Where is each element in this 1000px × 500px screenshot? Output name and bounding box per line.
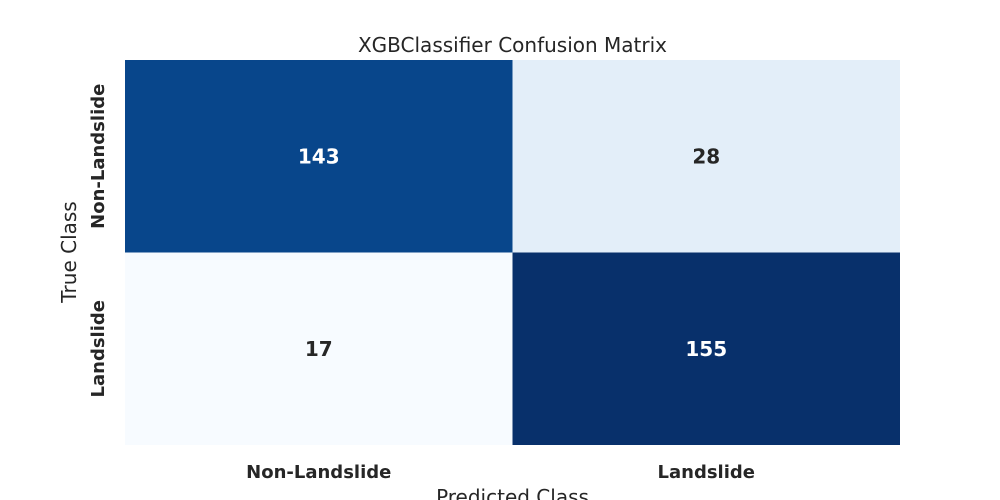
- heatmap-cells: 143 28 17 155: [125, 60, 900, 445]
- cell-value-label-r1-c0: 17: [305, 337, 333, 361]
- cell-value-label-r0-c0: 143: [298, 144, 340, 168]
- chart-title: XGBClassifier Confusion Matrix: [358, 33, 667, 57]
- y-tick-label: Non-Landslide: [88, 84, 109, 229]
- heatmap-cell-r1-c0: [125, 252, 513, 445]
- x-tick-labels: Non-Landslide Landslide: [246, 462, 755, 483]
- y-tick-labels: Non-Landslide Landslide: [88, 84, 109, 398]
- y-axis-title: True Class: [57, 201, 81, 303]
- heatmap-cell-r1-c1: [512, 252, 900, 445]
- cell-value-label-r1-c1: 155: [685, 337, 727, 361]
- x-tick-label: Landslide: [658, 462, 755, 483]
- x-tick-label: Non-Landslide: [246, 462, 391, 483]
- heatmap-cell-r0-c0: [125, 60, 513, 253]
- y-tick-label: Landslide: [88, 300, 109, 397]
- cell-value-label-r0-c1: 28: [692, 144, 720, 168]
- heatmap-cell-r0-c1: [512, 60, 900, 253]
- x-axis-title: Predicted Class: [436, 485, 589, 500]
